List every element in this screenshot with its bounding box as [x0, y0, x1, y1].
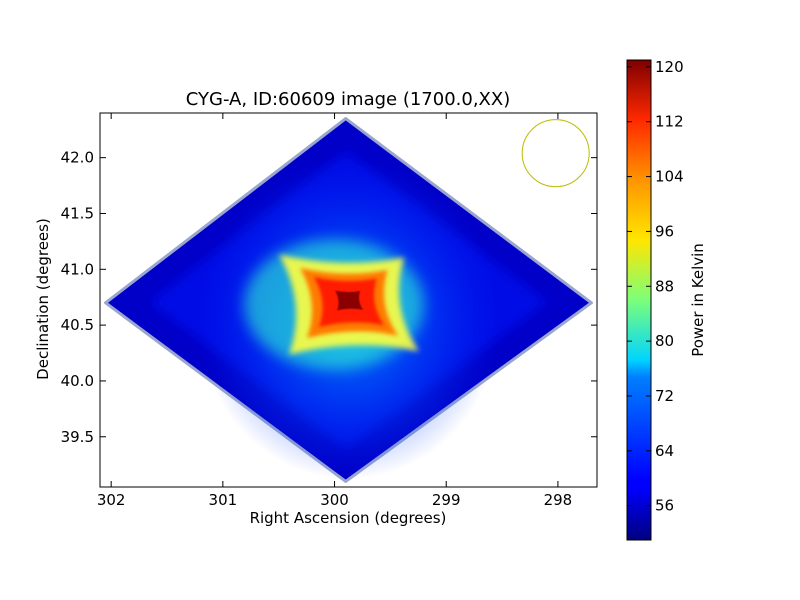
colorbar-tick-label: 96 [655, 222, 674, 240]
colorbar-tick-label: 120 [655, 58, 684, 76]
colorbar-tick-label: 80 [655, 332, 674, 350]
x-tick-label: 300 [320, 491, 349, 509]
colorbar-tick-label: 72 [655, 387, 674, 405]
y-tick-label: 40.5 [61, 316, 94, 334]
y-axis-ticks: 39.5 40.0 40.5 41.0 41.5 42.0 [61, 149, 597, 446]
colorbar-tick-label: 112 [655, 113, 684, 131]
y-axis-label: Declination (degrees) [34, 218, 52, 380]
y-tick-label: 40.0 [61, 372, 94, 390]
colorbar-ticks: 56 64 72 80 88 96 104 112 120 [627, 58, 684, 515]
y-tick-label: 41.0 [61, 260, 94, 278]
chart-title: CYG-A, ID:60609 image (1700.0,XX) [186, 89, 510, 110]
heatmap-peak [335, 290, 364, 311]
plot-area: 302 301 300 299 298 39.5 40.0 40.5 41.0 41.5 42.0 [61, 112, 598, 509]
x-tick-label: 301 [209, 491, 238, 509]
colorbar-tick-label: 64 [655, 442, 674, 460]
x-tick-label: 302 [97, 491, 126, 509]
y-tick-label: 42.0 [61, 149, 94, 167]
y-tick-label: 41.5 [61, 204, 94, 222]
heatmap [104, 117, 593, 483]
x-tick-label: 298 [544, 491, 573, 509]
colorbar-gradient [626, 59, 652, 541]
x-tick-label: 299 [432, 491, 461, 509]
colorbar-label: Power in Kelvin [689, 243, 707, 357]
colorbar-tick-label: 104 [655, 168, 684, 186]
axes-frame [99, 112, 598, 488]
colorbar-tick-label: 88 [655, 277, 674, 295]
y-tick-label: 39.5 [61, 428, 94, 446]
colorbar-tick-label: 56 [655, 497, 674, 515]
colorbar: 56 64 72 80 88 96 104 112 120 Power in Kelvin [626, 58, 707, 541]
x-axis-label: Right Ascension (degrees) [250, 509, 447, 527]
beam-circle [521, 119, 590, 188]
x-axis-ticks: 302 301 300 299 298 [97, 113, 572, 509]
